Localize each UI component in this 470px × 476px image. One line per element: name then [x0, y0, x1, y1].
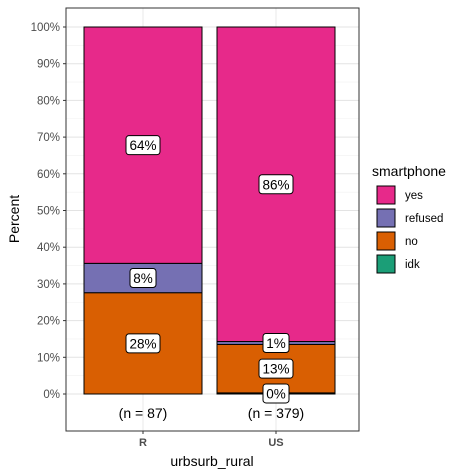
- y-tick-label: 50%: [37, 206, 60, 218]
- data-label-box: [258, 174, 294, 195]
- x-tick-label: R: [139, 437, 147, 449]
- data-label: 13%: [258, 358, 294, 379]
- data-label-text: 28%: [129, 336, 156, 351]
- legend-label: no: [405, 236, 418, 248]
- data-label: 0%: [262, 383, 290, 404]
- legend-key-idk: [376, 254, 396, 274]
- data-label-text: 0%: [266, 386, 286, 401]
- legend-key-no: [376, 231, 396, 251]
- data-label: 1%: [262, 332, 290, 353]
- data-label-box: [129, 268, 157, 289]
- y-tick-label: 0%: [43, 389, 60, 401]
- data-label-text: 64%: [129, 138, 156, 153]
- legend-key-refused: [376, 208, 396, 228]
- data-label-text: 13%: [262, 362, 289, 377]
- y-tick-label: 40%: [37, 242, 60, 254]
- y-tick-label: 70%: [37, 132, 60, 144]
- legend-label: idk: [405, 259, 420, 271]
- x-axis-title: urbsurb_rural: [170, 453, 253, 469]
- data-label: 86%: [258, 174, 294, 195]
- x-axis: R US: [139, 431, 284, 449]
- legend-label: yes: [405, 190, 423, 202]
- data-label: 8%: [129, 268, 157, 289]
- legend-title: smartphone: [372, 163, 446, 179]
- x-tick-label: US: [268, 437, 283, 449]
- y-tick-label: 60%: [37, 169, 60, 181]
- data-label-box: [262, 383, 290, 404]
- count-labels: (n = 87) (n = 379): [119, 405, 305, 421]
- count-label: (n = 379): [248, 405, 304, 421]
- plot-panel-border: [65, 7, 360, 432]
- y-tick-label: 10%: [37, 352, 60, 364]
- data-label-box: [125, 333, 161, 354]
- data-label-box: [258, 358, 294, 379]
- y-axis-title: Percent: [6, 195, 22, 243]
- count-label: (n = 87): [119, 405, 168, 421]
- data-label-text: 86%: [262, 177, 289, 192]
- data-label-text: 1%: [266, 336, 286, 351]
- y-tick-label: 80%: [37, 95, 60, 107]
- data-label-box: [262, 332, 290, 353]
- y-axis: 0% 10% 20% 30% 40% 50% 60% 70% 80% 90% 100%: [31, 22, 66, 401]
- data-label: 64%: [125, 135, 161, 156]
- data-labels: 28% 8% 64% 0% 13% 1% 86%: [125, 135, 294, 404]
- y-tick-label: 100%: [31, 22, 60, 34]
- legend-key-yes: [376, 185, 396, 205]
- y-tick-label: 20%: [37, 316, 60, 328]
- y-tick-label: 90%: [37, 59, 60, 71]
- data-label: 28%: [125, 333, 161, 354]
- y-tick-label: 30%: [37, 279, 60, 291]
- data-label-text: 8%: [133, 271, 153, 286]
- legend: smartphone yes refused no idk: [372, 163, 446, 274]
- legend-label: refused: [405, 213, 443, 225]
- data-label-box: [125, 135, 161, 156]
